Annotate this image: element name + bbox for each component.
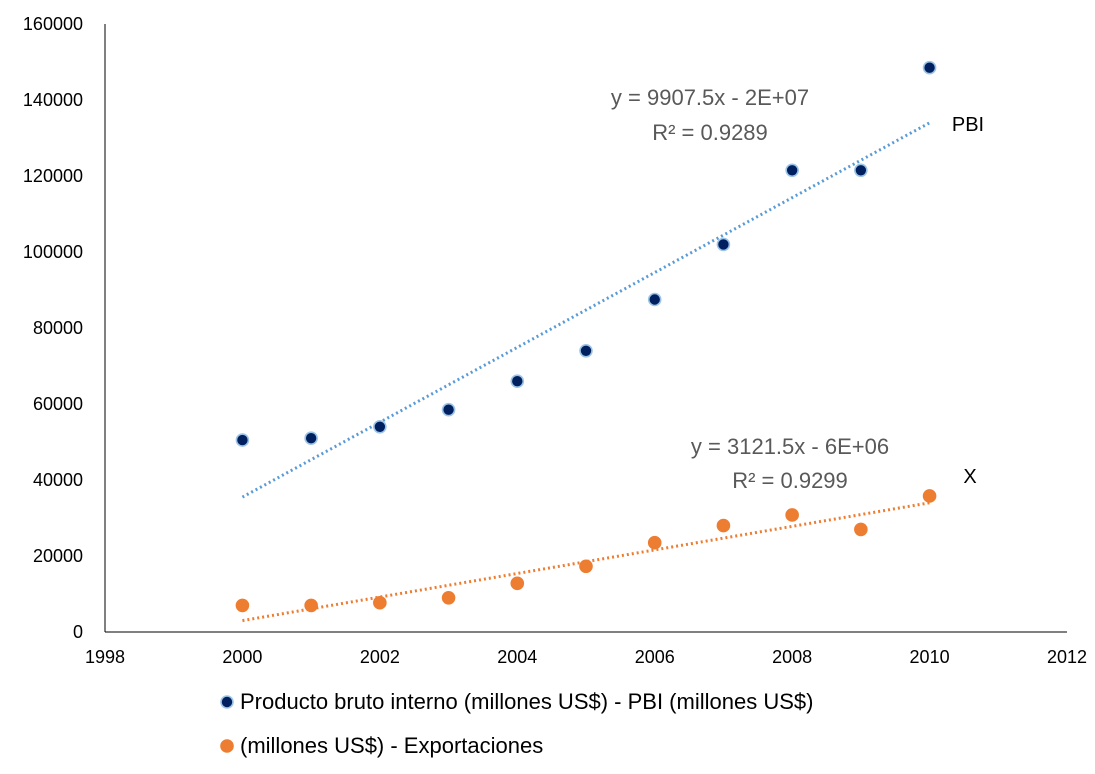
data-point-series-1 (716, 237, 731, 252)
data-point-series-2 (579, 559, 593, 574)
x-tick-label: 2000 (222, 647, 262, 667)
x-tick-label: 2002 (360, 647, 400, 667)
x-tick-label: 2010 (910, 647, 950, 667)
y-tick-label: 60000 (33, 394, 83, 414)
data-point-series-2 (785, 508, 799, 522)
y-tick-label: 160000 (23, 14, 83, 34)
trendline-equation: y = 9907.5x - 2E+07 (611, 85, 809, 110)
data-point-series-2 (510, 576, 525, 591)
data-point-series-1 (579, 343, 593, 358)
series-tag-label: X (963, 466, 976, 488)
data-point-series-2 (854, 522, 868, 537)
series-tag-label: PBI (952, 114, 984, 136)
trendlines (241, 121, 931, 623)
data-point-series-1 (304, 431, 318, 446)
data-point-series-1 (785, 163, 799, 178)
x-tick-label: 1998 (85, 647, 125, 667)
x-tick-label: 2012 (1047, 647, 1087, 667)
y-tick-label: 20000 (33, 546, 83, 566)
x-tick-label: 2008 (772, 647, 812, 667)
data-point-series-1 (235, 433, 250, 447)
data-point-series-2 (922, 489, 937, 503)
x-tick-label: 2004 (497, 647, 537, 667)
data-point-series-1 (373, 419, 387, 434)
data-point-series-1 (441, 402, 456, 417)
legend: Producto bruto interno (millones US$) - … (220, 689, 813, 758)
legend-entry-series-2: (millones US$) - Exportaciones (240, 733, 543, 758)
data-point-series-1 (510, 374, 525, 389)
data-point-series-2 (235, 598, 250, 613)
data-point-series-2 (647, 535, 662, 550)
data-points (235, 60, 937, 613)
trendline-equation: y = 3121.5x - 6E+06 (691, 434, 889, 459)
y-tick-label: 100000 (23, 242, 83, 262)
y-tick-label: 80000 (33, 318, 83, 338)
y-tick-label: 140000 (23, 90, 83, 110)
data-point-series-1 (854, 163, 868, 178)
legend-entry-series-1: Producto bruto interno (millones US$) - … (240, 689, 813, 714)
legend-marker-series-2 (220, 739, 234, 753)
axes (104, 24, 1067, 633)
trendline-series-2 (242, 501, 930, 623)
y-tick-label: 0 (73, 622, 83, 642)
legend-marker-series-1 (220, 695, 234, 709)
trendline-series-1 (241, 121, 931, 499)
trendline-r-squared: R² = 0.9289 (652, 120, 768, 145)
data-point-series-1 (922, 60, 937, 75)
tick-labels: 0 20000 40000 60000 80000 100000 120000 140000 1… (23, 14, 1087, 667)
trendline-r-squared: R² = 0.9299 (732, 468, 848, 493)
data-point-series-2 (373, 595, 387, 610)
y-tick-label: 40000 (33, 470, 83, 490)
data-point-series-2 (441, 590, 456, 605)
data-point-series-1 (647, 292, 662, 307)
annotations: y = 9907.5x - 2E+07 R² = 0.9289 PBI y = 312… (611, 85, 984, 493)
x-tick-label: 2006 (635, 647, 675, 667)
data-point-series-2 (304, 598, 318, 613)
data-point-series-2 (716, 518, 731, 533)
y-tick-label: 120000 (23, 166, 83, 186)
